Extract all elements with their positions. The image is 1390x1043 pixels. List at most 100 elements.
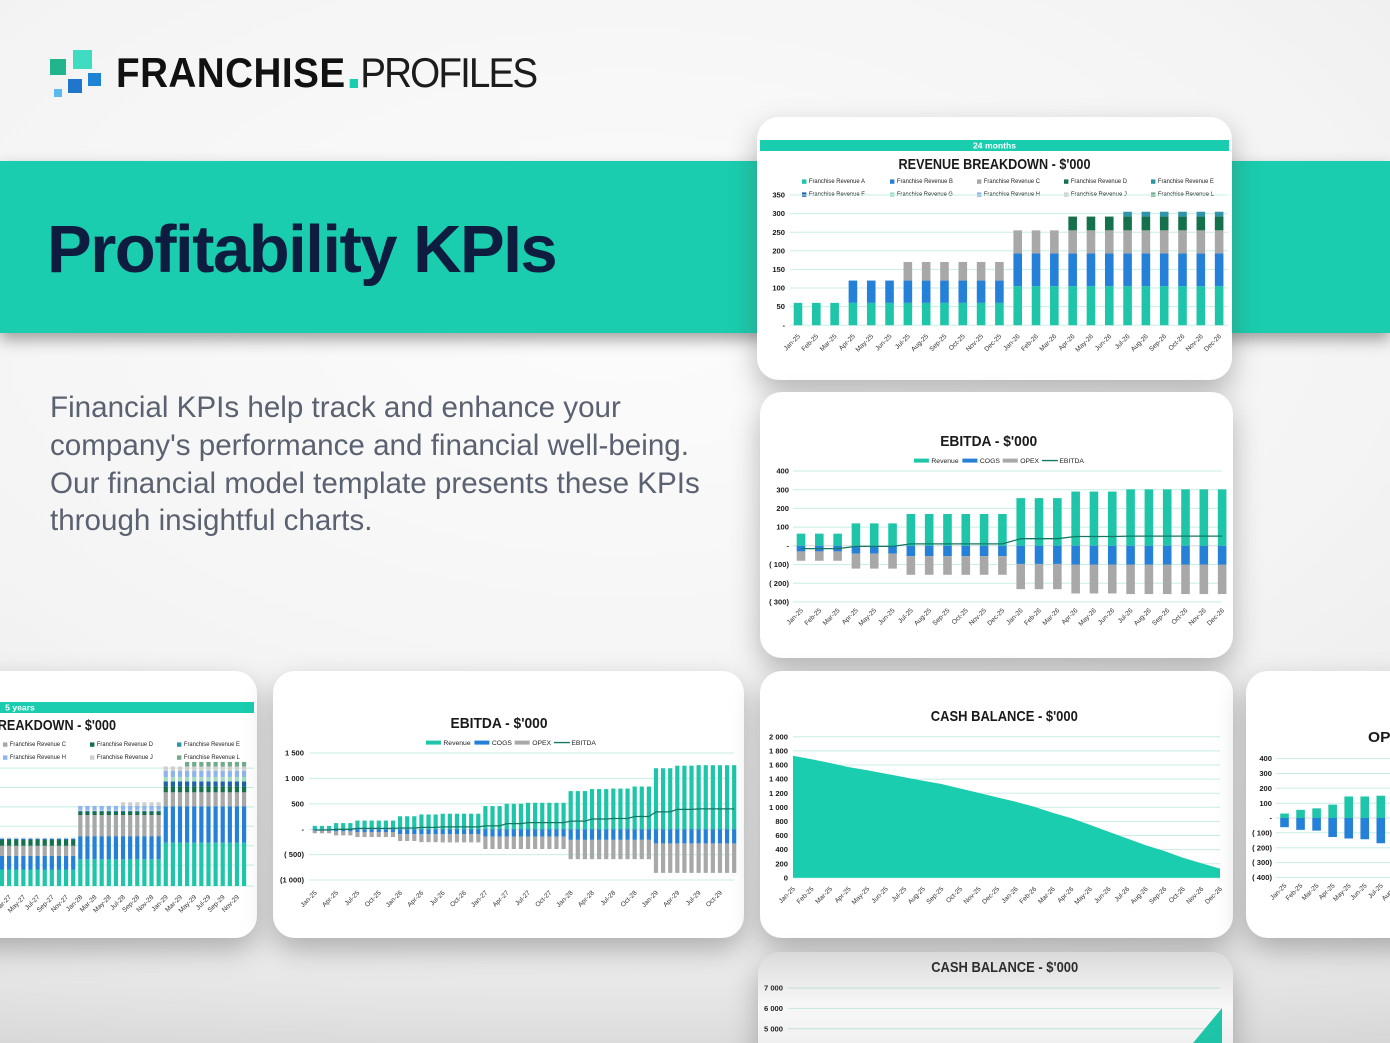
svg-text:Oct-25: Oct-25 <box>945 886 964 905</box>
svg-text:Jul-27: Jul-27 <box>514 889 532 907</box>
svg-text:1 000: 1 000 <box>769 803 788 812</box>
svg-text:COGS: COGS <box>492 740 512 747</box>
svg-text:EBITDA - $'000: EBITDA - $'000 <box>451 715 548 732</box>
svg-text:250: 250 <box>772 228 785 237</box>
svg-text:Dec-25: Dec-25 <box>986 607 1006 627</box>
svg-text:Jan-26: Jan-26 <box>385 889 404 908</box>
svg-text:5 years: 5 years <box>5 703 35 713</box>
svg-text:Apr-29: Apr-29 <box>662 889 681 908</box>
svg-text:5 000: 5 000 <box>764 1024 783 1033</box>
svg-text:Jul-28: Jul-28 <box>600 889 618 907</box>
svg-text:-: - <box>786 541 789 550</box>
svg-text:Franchise Revenue H: Franchise Revenue H <box>10 754 66 761</box>
svg-text:Feb-26: Feb-26 <box>1023 607 1043 627</box>
svg-text:1 000: 1 000 <box>285 774 304 783</box>
svg-text:Franchise Revenue L: Franchise Revenue L <box>184 754 240 761</box>
svg-text:Aug-25: Aug-25 <box>910 333 930 353</box>
svg-text:( 200): ( 200) <box>769 579 789 588</box>
svg-text:Feb-25: Feb-25 <box>796 886 816 906</box>
svg-text:Franchise Revenue E: Franchise Revenue E <box>1158 178 1214 185</box>
svg-text:Oct-27: Oct-27 <box>534 889 553 908</box>
svg-text:Feb-25: Feb-25 <box>803 607 823 627</box>
svg-text:Revenue: Revenue <box>931 458 958 465</box>
svg-text:May-25: May-25 <box>855 333 876 354</box>
svg-text:Jun-25: Jun-25 <box>877 607 896 626</box>
svg-text:Oct-29: Oct-29 <box>705 889 724 908</box>
svg-text:Jan-25: Jan-25 <box>778 886 797 905</box>
svg-text:400: 400 <box>1259 754 1272 763</box>
svg-text:Jun-26: Jun-26 <box>1097 607 1116 626</box>
svg-text:Oct-26: Oct-26 <box>1167 333 1186 352</box>
svg-text:Feb-25: Feb-25 <box>800 333 820 353</box>
svg-text:Jan-25: Jan-25 <box>786 607 805 626</box>
svg-text:800: 800 <box>775 817 788 826</box>
svg-text:Jan-26: Jan-26 <box>1001 886 1020 905</box>
svg-text:400: 400 <box>775 845 788 854</box>
svg-text:Jan-28: Jan-28 <box>555 889 574 908</box>
svg-text:Dec-25: Dec-25 <box>981 886 1001 906</box>
svg-text:24 months: 24 months <box>973 141 1016 151</box>
svg-text:0: 0 <box>784 873 788 882</box>
svg-text:EBITDA - $'000: EBITDA - $'000 <box>940 433 1037 450</box>
svg-text:May-26: May-26 <box>1074 333 1095 354</box>
svg-text:7 000: 7 000 <box>764 984 783 993</box>
svg-text:( 400): ( 400) <box>1252 873 1272 882</box>
svg-text:OPERATING EXPENSES - $'000: OPERATING EXPENSES - $'000 <box>1368 730 1390 746</box>
svg-text:Jan-26: Jan-26 <box>1005 607 1024 626</box>
svg-text:Nov-25: Nov-25 <box>963 886 983 906</box>
svg-text:EBITDA: EBITDA <box>1059 458 1084 465</box>
svg-text:Aug-26: Aug-26 <box>1130 333 1150 353</box>
svg-text:Sep-25: Sep-25 <box>928 333 948 353</box>
svg-text:Nov-25: Nov-25 <box>965 333 985 353</box>
svg-text:Aug-25: Aug-25 <box>913 607 933 627</box>
svg-text:1 500: 1 500 <box>285 749 304 758</box>
svg-text:1 200: 1 200 <box>769 789 788 798</box>
svg-text:Franchise Revenue D: Franchise Revenue D <box>1071 178 1127 185</box>
svg-text:Franchise Revenue B: Franchise Revenue B <box>897 178 953 185</box>
svg-text:Sep-26: Sep-26 <box>1148 333 1168 353</box>
svg-text:Sep-26: Sep-26 <box>1151 607 1171 627</box>
svg-text:300: 300 <box>1259 769 1272 778</box>
svg-text:Nov-25: Nov-25 <box>968 607 988 627</box>
svg-text:Franchise Revenue C: Franchise Revenue C <box>984 178 1040 185</box>
svg-text:Jan-26: Jan-26 <box>1002 333 1021 352</box>
svg-text:2 000: 2 000 <box>769 732 788 741</box>
svg-text:OPEX: OPEX <box>532 740 551 747</box>
svg-text:Jan-25: Jan-25 <box>783 333 802 352</box>
svg-text:Revenue: Revenue <box>443 740 470 747</box>
svg-text:Franchise Revenue J: Franchise Revenue J <box>97 754 153 761</box>
svg-text:(1 000): (1 000) <box>280 876 305 885</box>
svg-text:Mar-26: Mar-26 <box>1038 333 1058 353</box>
svg-text:50: 50 <box>777 302 785 311</box>
svg-text:( 300): ( 300) <box>769 598 789 607</box>
svg-text:Jan-25: Jan-25 <box>300 889 319 908</box>
svg-text:Apr-28: Apr-28 <box>577 889 596 908</box>
svg-text:EBITDA: EBITDA <box>571 740 596 747</box>
svg-text:Jun-25: Jun-25 <box>1349 882 1368 901</box>
svg-text:Mar-26: Mar-26 <box>1037 886 1057 906</box>
svg-text:Dec-25: Dec-25 <box>983 333 1003 353</box>
svg-text:Aug-25: Aug-25 <box>907 886 927 906</box>
svg-text:( 100): ( 100) <box>1252 828 1272 837</box>
svg-text:REVENUE BREAKDOWN - $'000: REVENUE BREAKDOWN - $'000 <box>0 718 116 734</box>
svg-text:Jan-29: Jan-29 <box>641 889 660 908</box>
svg-text:Franchise Revenue E: Franchise Revenue E <box>184 741 240 748</box>
svg-text:Franchise Revenue C: Franchise Revenue C <box>10 741 66 748</box>
svg-text:( 200): ( 200) <box>1252 843 1272 852</box>
svg-text:300: 300 <box>776 485 789 494</box>
svg-text:REVENUE BREAKDOWN - $'000: REVENUE BREAKDOWN - $'000 <box>899 157 1091 173</box>
svg-text:May-26: May-26 <box>1073 886 1094 907</box>
svg-text:CASH BALANCE - $'000: CASH BALANCE - $'000 <box>931 708 1078 725</box>
svg-text:1 600: 1 600 <box>769 761 788 770</box>
svg-text:Feb-26: Feb-26 <box>1020 333 1040 353</box>
svg-text:Dec-26: Dec-26 <box>1206 607 1226 627</box>
svg-text:Aug-26: Aug-26 <box>1130 886 1150 906</box>
svg-text:6 000: 6 000 <box>764 1004 783 1013</box>
svg-text:300: 300 <box>772 209 785 218</box>
svg-text:Nov-26: Nov-26 <box>1185 333 1205 353</box>
svg-text:Nov-26: Nov-26 <box>1188 607 1208 627</box>
svg-text:OPEX: OPEX <box>1020 458 1039 465</box>
svg-text:Apr-26: Apr-26 <box>406 889 425 908</box>
svg-text:Oct-28: Oct-28 <box>620 889 639 908</box>
svg-text:Jan-27: Jan-27 <box>470 889 489 908</box>
